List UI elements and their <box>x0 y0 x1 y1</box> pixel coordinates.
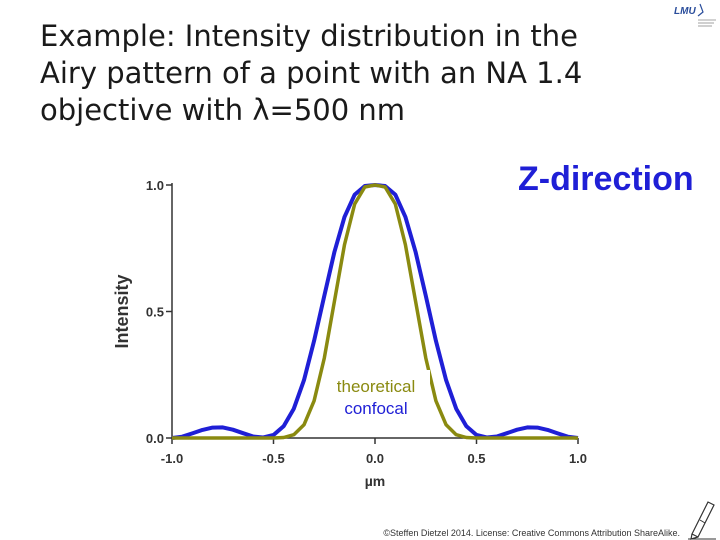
y-axis-label: Intensity <box>112 274 132 348</box>
y-tick-label: 0.5 <box>146 305 164 320</box>
svg-text:LMU: LMU <box>674 6 696 17</box>
annotation-theoretical: theoretical <box>337 377 415 396</box>
institution-logo: LMU <box>674 3 716 27</box>
y-tick-label: 1.0 <box>146 178 164 193</box>
series-line-2 <box>172 183 578 440</box>
x-axis-label: µm <box>365 473 386 489</box>
copyright-footer: ©Steffen Dietzel 2014. License: Creative… <box>383 528 680 538</box>
x-tick-label: 0.0 <box>366 451 384 466</box>
y-tick-label: 0.0 <box>146 431 164 446</box>
x-tick-label: -1.0 <box>161 451 183 466</box>
x-tick-label: 0.5 <box>467 451 485 466</box>
pen-icon <box>688 501 716 540</box>
intensity-chart: 0.0 0.5 1.0 -1.0 -0.5 0.0 0.5 1.0 µm Intensity the… <box>112 178 587 489</box>
slide-title: Example: Intensity distribution in the A… <box>40 19 583 127</box>
annotation-box <box>332 370 430 422</box>
z-direction-heading: Z-direction <box>518 160 694 198</box>
annotation-confocal: confocal <box>344 399 407 418</box>
x-tick-label: 1.0 <box>569 451 587 466</box>
x-tick-label: -0.5 <box>262 451 284 466</box>
